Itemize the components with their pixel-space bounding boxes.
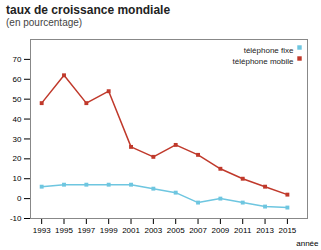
svg-text:2001: 2001 (122, 226, 140, 235)
svg-text:2009: 2009 (211, 226, 229, 235)
svg-text:2005: 2005 (167, 226, 185, 235)
svg-text:2013: 2013 (256, 226, 274, 235)
html-text:(en pourcentage): (en pourcentage) (6, 17, 83, 28)
svg-text:1999: 1999 (100, 226, 118, 235)
svg-text:40: 40 (13, 115, 22, 124)
svg-text:60: 60 (13, 75, 22, 84)
svg-text:téléphone mobile: téléphone mobile (233, 57, 294, 66)
svg-text:1993: 1993 (33, 226, 51, 235)
svg-text:2003: 2003 (144, 226, 162, 235)
svg-text:30: 30 (13, 135, 22, 144)
svg-text:50: 50 (13, 95, 22, 104)
svg-text:20: 20 (13, 154, 22, 163)
svg-text:2015: 2015 (278, 226, 296, 235)
svg-text:1997: 1997 (77, 226, 95, 235)
svg-text:1995: 1995 (55, 226, 73, 235)
svg-text:téléphone fixe: téléphone fixe (244, 46, 294, 55)
html-text:taux de croissance mondiale: taux de croissance mondiale (6, 3, 171, 17)
svg-text:-10: -10 (10, 214, 22, 223)
svg-text:2011: 2011 (234, 226, 252, 235)
svg-text:0: 0 (17, 194, 22, 203)
svg-text:année: année (296, 239, 319, 248)
svg-text:70: 70 (13, 55, 22, 64)
svg-text:2007: 2007 (189, 226, 207, 235)
svg-text:10: 10 (13, 174, 22, 183)
